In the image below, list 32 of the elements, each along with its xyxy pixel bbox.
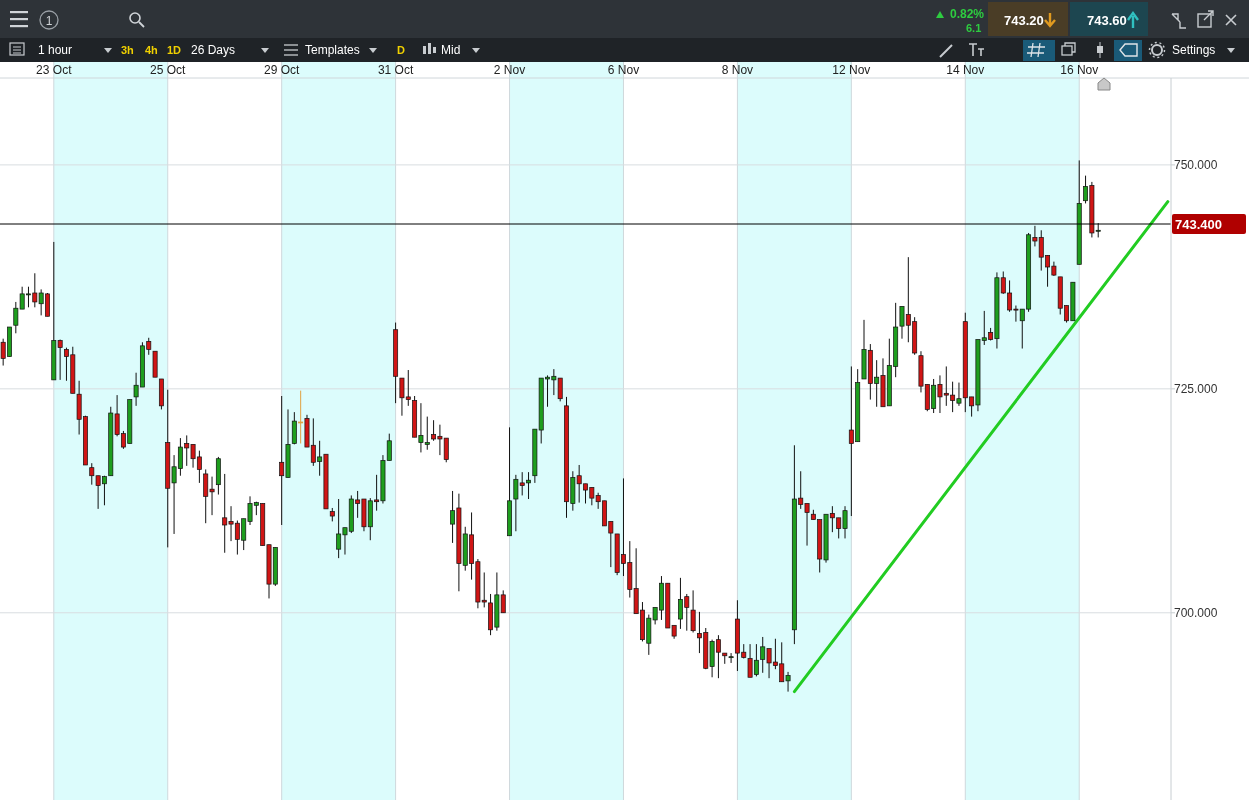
text: Templates: [305, 43, 360, 57]
y-tick-label: 700.000: [1174, 605, 1218, 620]
y-tick-label: 750.000: [1174, 157, 1218, 172]
x-tick-label: 14 Nov: [946, 63, 985, 77]
text: 4h: [145, 44, 159, 56]
x-tick-label: 29 Oct: [263, 63, 301, 77]
x-tick-label: 12 Nov: [832, 63, 871, 77]
text: 1: [45, 14, 53, 28]
text: 1 hour: [38, 43, 73, 57]
text: 3h: [121, 44, 135, 56]
candlestick: [690, 589, 696, 633]
x-tick-label: 6 Nov: [607, 63, 640, 77]
x-tick-label: 23 Oct: [36, 63, 73, 77]
candlestick: [728, 652, 734, 664]
text: 6.1: [966, 22, 982, 34]
text: 743.20: [1004, 13, 1044, 28]
text: D: [397, 44, 405, 56]
x-tick-label: 8 Nov: [721, 63, 754, 77]
text: Mid: [441, 43, 461, 57]
text: 1D: [167, 44, 182, 56]
x-tick-label: 25 Oct: [150, 63, 187, 77]
text: Settings: [1172, 43, 1216, 57]
candlestick: [298, 390, 304, 444]
x-tick-label: 31 Oct: [377, 63, 414, 77]
ref-line-label: 743.400: [1175, 217, 1222, 233]
x-tick-label: 2 Nov: [493, 63, 526, 77]
text: 743.60: [1087, 13, 1127, 28]
x-tick-label: 16 Nov: [1060, 63, 1099, 77]
text: 0.82%: [950, 7, 985, 21]
y-tick-label: 725.000: [1174, 381, 1218, 396]
candlestick: [291, 411, 297, 445]
text: 26 Days: [191, 43, 236, 57]
